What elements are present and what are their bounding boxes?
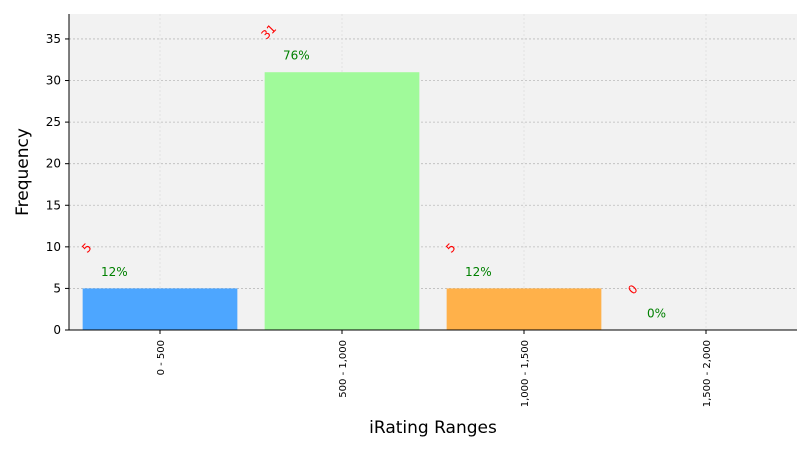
x-tick-label: 500 - 1,000 <box>338 340 349 398</box>
y-tick-label: 5 <box>53 281 61 295</box>
x-tick-label: 0 - 500 <box>156 340 167 375</box>
y-axis-label: Frequency <box>13 128 33 216</box>
y-tick-label: 25 <box>46 115 61 129</box>
plot-background <box>69 14 797 330</box>
percent-label: 0% <box>647 306 666 320</box>
bars <box>82 72 602 331</box>
y-tick-label: 0 <box>53 323 61 337</box>
y-tick-label: 15 <box>46 198 61 212</box>
x-ticks: 0 - 500 500 - 1,000 1,000 - 1,500 1,500 - 2… <box>156 330 713 407</box>
bar <box>264 72 420 331</box>
percent-label: 12% <box>101 265 128 279</box>
y-tick-label: 30 <box>46 74 61 88</box>
x-tick-label: 1,000 - 1,500 <box>520 340 531 407</box>
y-tick-label: 10 <box>46 240 61 254</box>
percent-label: 76% <box>283 49 310 63</box>
x-tick-label: 1,500 - 2,000 <box>702 340 713 407</box>
x-axis-label: iRating Ranges <box>369 418 497 438</box>
y-tick-label: 20 <box>46 157 61 171</box>
bar <box>82 288 238 330</box>
grid <box>69 14 797 330</box>
y-ticks: 0 5 10 15 20 25 30 35 <box>46 32 69 337</box>
bar <box>446 288 602 330</box>
percent-label: 12% <box>465 265 492 279</box>
y-tick-label: 35 <box>46 32 61 46</box>
